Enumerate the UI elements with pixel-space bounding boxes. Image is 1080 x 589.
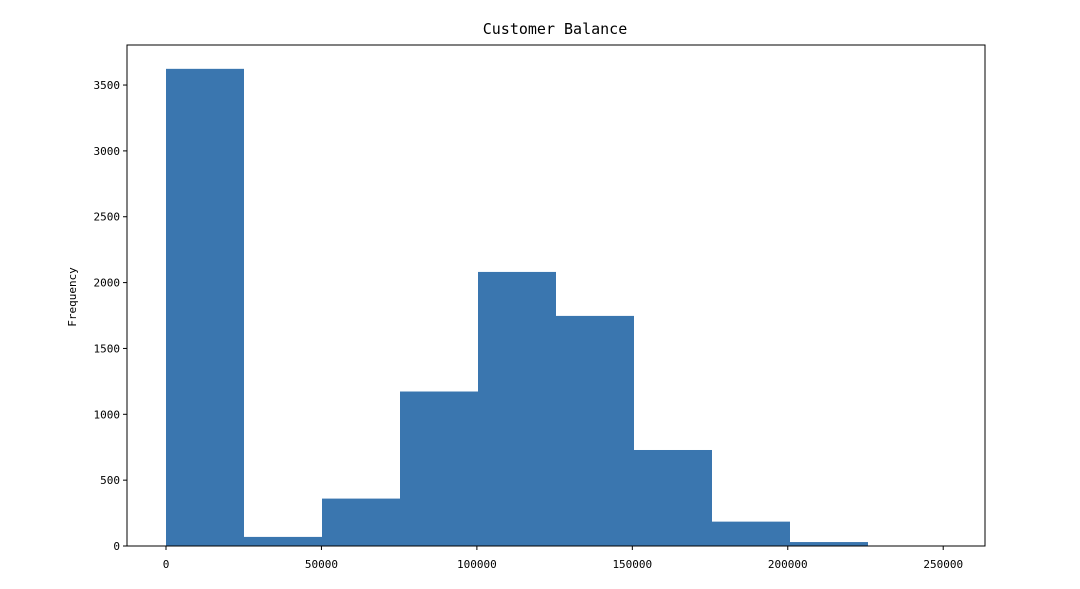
histogram-bar-7 — [634, 450, 712, 546]
x-tick-label: 0 — [163, 558, 170, 571]
chart-title: Customer Balance — [483, 20, 628, 38]
y-tick-label: 500 — [100, 474, 120, 487]
y-tick-label: 2000 — [94, 277, 121, 290]
x-tick-label: 150000 — [612, 558, 652, 571]
x-tick-label: 100000 — [457, 558, 497, 571]
x-tick-label: 200000 — [768, 558, 808, 571]
bars-group — [166, 69, 946, 546]
histogram-bar-8 — [712, 522, 790, 546]
x-axis-ticks: 0 50000 100000 150000 200000 250000 — [163, 546, 963, 571]
y-axis-ticks: 0 500 1000 1500 2000 2500 3000 3500 — [94, 79, 128, 553]
histogram-bar-4 — [400, 392, 478, 546]
y-tick-label: 3500 — [94, 79, 121, 92]
y-tick-label: 1500 — [94, 342, 121, 355]
x-tick-label: 250000 — [923, 558, 963, 571]
x-tick-label: 50000 — [305, 558, 338, 571]
histogram-bar-5 — [478, 272, 556, 546]
y-tick-label: 1000 — [94, 408, 121, 421]
y-axis-label: Frequency — [66, 267, 79, 327]
y-tick-label: 2500 — [94, 211, 121, 224]
y-tick-label: 3000 — [94, 145, 121, 158]
y-tick-label: 0 — [113, 540, 120, 553]
histogram-bar-6 — [556, 316, 634, 546]
histogram-bar-2 — [244, 537, 322, 546]
histogram-bar-3 — [322, 499, 400, 546]
histogram-bar-9 — [790, 542, 868, 546]
histogram-bar-1 — [166, 69, 244, 546]
